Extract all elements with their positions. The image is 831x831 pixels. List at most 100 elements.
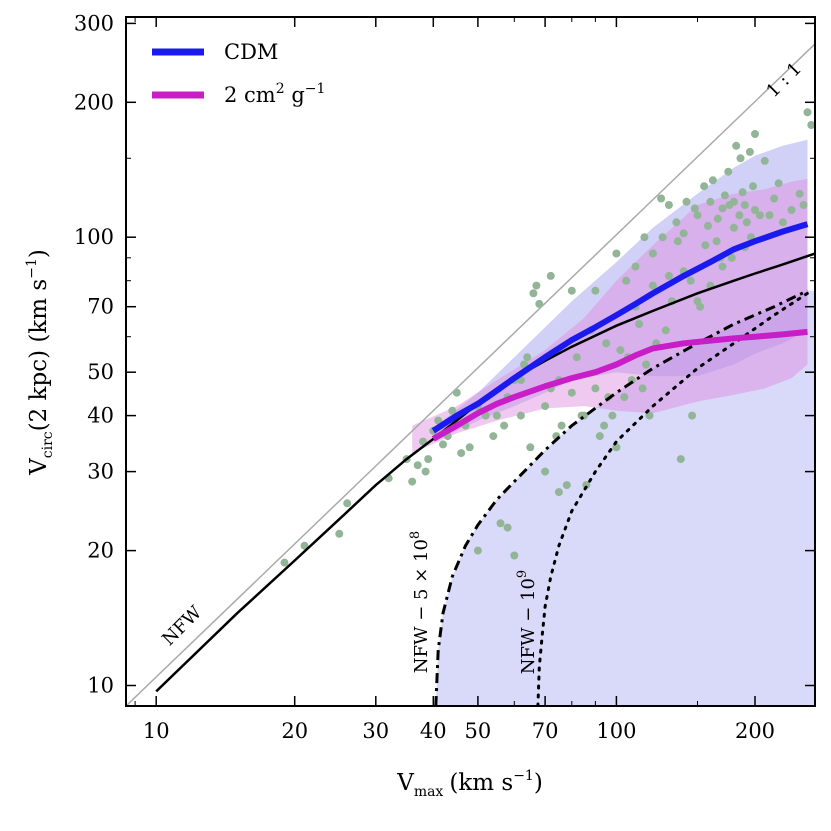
nfw-region-fill xyxy=(435,290,815,706)
data-point xyxy=(640,233,649,242)
y-tick-label: 100 xyxy=(74,225,114,249)
data-point xyxy=(712,237,721,246)
data-point xyxy=(595,432,604,441)
data-point xyxy=(562,481,571,490)
data-point xyxy=(720,191,729,200)
x-axis-title-main: V xyxy=(396,770,414,796)
x-axis-title-sub: max xyxy=(414,784,444,800)
data-point xyxy=(645,411,654,420)
y-axis-title-unit-exp: −1 xyxy=(24,258,40,279)
data-point xyxy=(439,440,447,449)
data-point xyxy=(736,154,745,163)
data-point xyxy=(612,249,621,258)
data-point xyxy=(541,402,550,411)
data-point xyxy=(602,339,611,348)
data-point xyxy=(280,558,289,567)
data-point xyxy=(554,488,563,497)
y-tick-label: 20 xyxy=(87,539,114,563)
data-point xyxy=(489,432,498,441)
data-point xyxy=(787,206,796,214)
data-point xyxy=(664,271,673,280)
legend-label-sidm-mid: g xyxy=(285,83,305,107)
sidm-median-line xyxy=(431,328,808,442)
data-point xyxy=(729,197,738,206)
legend-label-sidm-exp2: −1 xyxy=(305,81,326,97)
data-point xyxy=(751,206,759,214)
data-point xyxy=(510,551,519,560)
one-to-one-line xyxy=(126,43,815,706)
data-point xyxy=(713,214,722,223)
data-point xyxy=(657,194,666,203)
x-tick-label: 40 xyxy=(420,719,447,743)
x-tick-label: 200 xyxy=(735,719,775,743)
data-point xyxy=(532,281,541,290)
data-point xyxy=(622,276,631,285)
data-point xyxy=(735,211,744,220)
data-point xyxy=(799,201,808,209)
data-point xyxy=(631,262,640,271)
data-point xyxy=(807,121,815,129)
x-tick-label: 50 xyxy=(465,719,492,743)
data-point xyxy=(729,223,738,232)
data-point xyxy=(724,167,733,176)
data-point xyxy=(500,421,509,430)
data-point xyxy=(688,411,697,420)
data-point xyxy=(638,384,647,393)
data-point xyxy=(703,221,712,230)
data-point xyxy=(465,443,474,452)
data-point xyxy=(686,276,695,285)
data-point xyxy=(718,262,727,271)
data-point xyxy=(635,320,644,329)
data-point xyxy=(335,529,344,538)
data-point xyxy=(457,449,466,458)
data-point xyxy=(503,523,512,532)
data-point xyxy=(343,499,352,508)
data-point xyxy=(690,204,699,213)
y-tick-label: 300 xyxy=(74,11,114,35)
axis-ticks: 10 20 30 40 50 70 100 200 10 20 30 40 50 70 100 200 300 xyxy=(74,11,815,743)
data-point xyxy=(448,406,457,415)
data-point xyxy=(708,176,717,185)
legend-label-sidm-base: 2 cm xyxy=(224,83,276,107)
annotation-nfw-minus-1e9-exp: 9 xyxy=(515,570,530,578)
data-point xyxy=(727,253,736,262)
data-point xyxy=(529,289,538,298)
data-point xyxy=(770,194,779,203)
y-tick-label: 200 xyxy=(74,90,114,114)
annotation-nfw-minus-1e9-base: NFW − 10 xyxy=(518,578,539,674)
data-point xyxy=(642,360,651,369)
data-point xyxy=(765,211,774,220)
data-point xyxy=(679,229,688,238)
data-point xyxy=(408,477,417,486)
y-tick-label: 70 xyxy=(87,295,114,319)
data-point xyxy=(567,286,576,295)
data-point xyxy=(693,211,702,220)
annotation-nfw-minus-5e8-base: NFW − 5 × 10 xyxy=(411,539,432,673)
x-tick-label: 70 xyxy=(532,719,559,743)
data-point xyxy=(612,443,621,452)
data-point xyxy=(745,147,754,156)
y-axis-title-close: ) xyxy=(26,249,52,258)
data-point xyxy=(419,437,427,446)
data-point xyxy=(424,455,433,464)
x-axis-title: Vmax (km s−1) xyxy=(396,768,543,800)
data-point xyxy=(795,189,804,198)
data-point xyxy=(541,467,550,476)
x-axis-title-close: ) xyxy=(534,770,543,796)
data-point xyxy=(526,443,535,452)
data-point xyxy=(648,249,657,258)
data-point xyxy=(648,281,657,290)
data-point xyxy=(755,211,764,220)
x-tick-label: 10 xyxy=(143,719,170,743)
annotation-nfw-minus-1e9: NFW − 109 xyxy=(515,570,539,674)
plot-frame xyxy=(125,16,816,707)
data-point xyxy=(738,188,747,197)
data-point xyxy=(778,218,787,227)
y-tick-label: 30 xyxy=(87,460,114,484)
data-point xyxy=(421,467,430,476)
data-point xyxy=(749,182,757,191)
data-point xyxy=(608,411,617,420)
data-point xyxy=(582,481,591,490)
y-axis-title-arg: (2 kpc) (km s xyxy=(26,279,52,432)
data-point xyxy=(661,326,670,335)
